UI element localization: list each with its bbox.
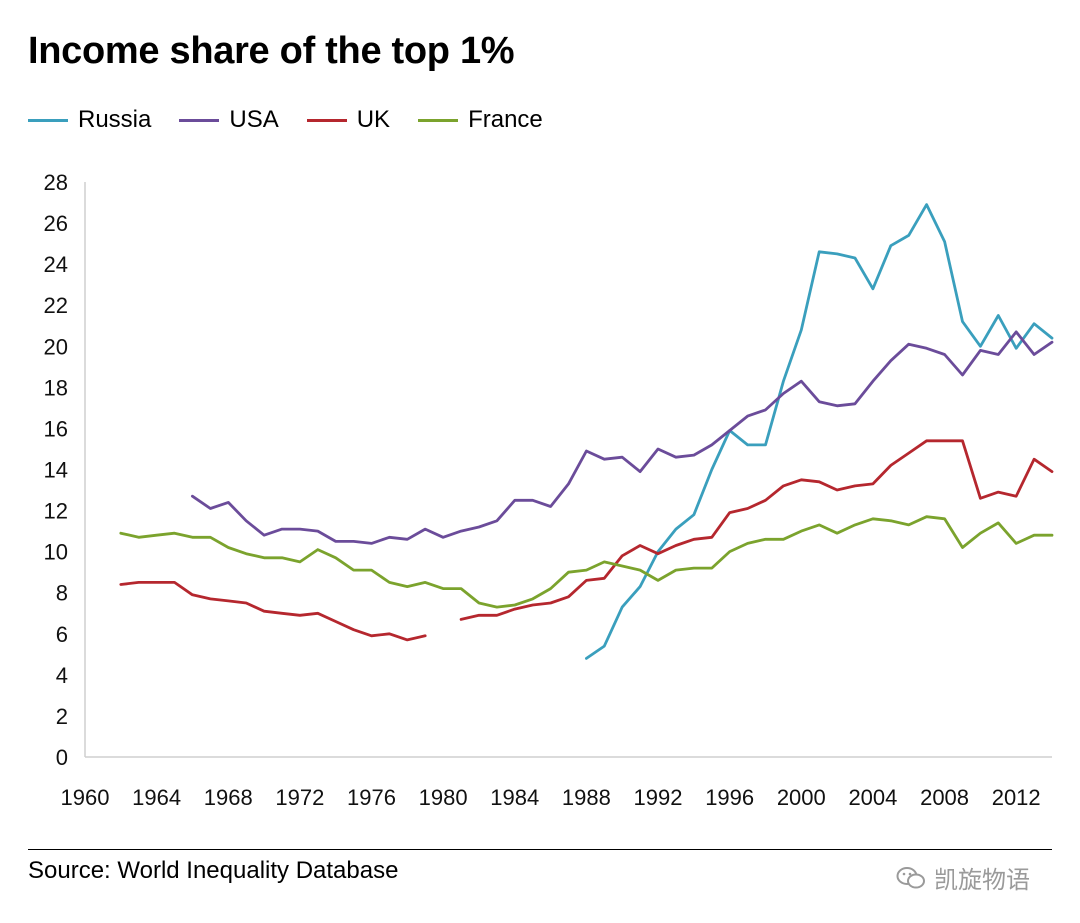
wechat-icon — [896, 866, 925, 888]
y-tick-label: 14 — [44, 458, 68, 483]
legend-item-uk: UK — [306, 106, 391, 134]
y-tick-label: 8 — [56, 581, 68, 606]
watermark: 凯旋物语 — [896, 860, 1030, 895]
y-tick-label: 12 — [44, 499, 68, 524]
series-line-russia — [585, 203, 1054, 660]
legend-swatch-france — [418, 118, 459, 122]
x-tick-label: 1992 — [634, 785, 683, 810]
x-tick-label: 2008 — [920, 785, 969, 810]
x-tick-label: 2004 — [848, 785, 897, 810]
chart-legend: Russia USA UK France — [28, 106, 571, 134]
y-tick-label: 26 — [44, 211, 68, 236]
x-tick-label: 1980 — [419, 785, 468, 810]
legend-item-france: France — [418, 106, 543, 134]
series-line-france — [119, 515, 1054, 609]
legend-item-usa: USA — [179, 106, 279, 134]
x-tick-label: 1968 — [204, 785, 253, 810]
legend-label-usa: USA — [229, 106, 279, 133]
legend-label-uk: UK — [356, 106, 391, 133]
legend-swatch-uk — [306, 118, 347, 122]
x-tick-label: 2012 — [992, 785, 1041, 810]
x-tick-label: 1972 — [275, 785, 324, 810]
y-tick-label: 24 — [44, 252, 68, 277]
x-tick-label: 1984 — [490, 785, 539, 810]
x-tick-label: 1996 — [705, 785, 754, 810]
series-line-usa — [191, 330, 1054, 545]
watermark-text: 凯旋物语 — [934, 866, 1030, 894]
legend-item-russia: Russia — [28, 106, 151, 134]
x-tick-label: 1964 — [132, 785, 181, 810]
y-tick-label: 18 — [44, 375, 68, 400]
y-tick-label: 2 — [56, 704, 68, 729]
y-tick-label: 4 — [56, 663, 68, 688]
legend-swatch-russia — [28, 118, 68, 122]
legend-label-france: France — [468, 106, 543, 133]
series-line-uk — [459, 439, 1054, 621]
x-tick-label: 2000 — [777, 785, 826, 810]
y-tick-label: 28 — [44, 170, 68, 195]
x-tick-label: 1976 — [347, 785, 396, 810]
y-tick-label: 16 — [44, 416, 68, 441]
y-tick-label: 0 — [56, 745, 68, 770]
y-tick-label: 20 — [44, 334, 68, 359]
y-tick-label: 22 — [44, 293, 68, 318]
chart-title: Income share of the top 1% — [28, 30, 515, 72]
y-tick-label: 10 — [44, 540, 68, 565]
source-note: Source: World Inequality Database — [28, 857, 399, 884]
x-tick-label: 1960 — [61, 785, 110, 810]
y-tick-label: 6 — [56, 622, 68, 647]
legend-label-russia: Russia — [78, 106, 152, 133]
footer-divider — [28, 849, 1052, 850]
series-line-uk — [119, 581, 427, 642]
legend-swatch-usa — [179, 118, 220, 122]
x-tick-label: 1988 — [562, 785, 611, 810]
